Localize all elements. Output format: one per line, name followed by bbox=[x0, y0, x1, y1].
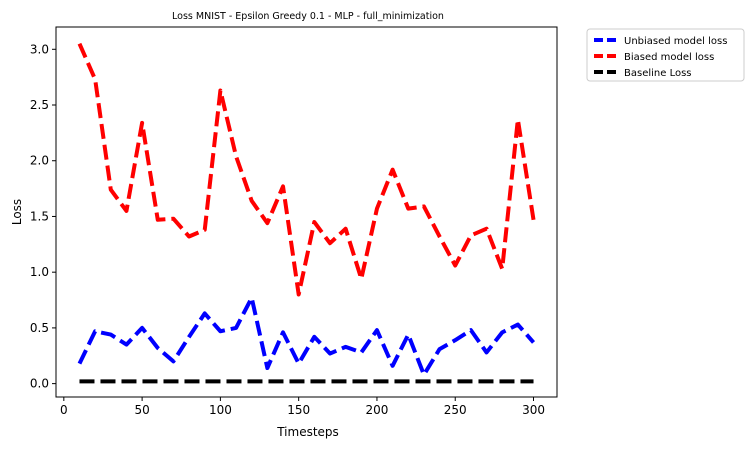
y-tick-label: 1.5 bbox=[30, 209, 49, 223]
legend-frame bbox=[586, 28, 745, 82]
plot-area bbox=[77, 42, 536, 384]
legend-label: Baseline Loss bbox=[624, 68, 692, 79]
y-tick-label: 2.0 bbox=[30, 154, 49, 168]
plot-frame bbox=[55, 26, 558, 398]
y-axis: 0.0 0.5 1.0 1.5 2.0 2.5 3.0 bbox=[30, 42, 56, 391]
legend: Unbiased model loss Biased model loss Base… bbox=[586, 28, 745, 82]
series-line-biased-model-loss bbox=[77, 42, 536, 297]
x-tick-label: 200 bbox=[366, 403, 389, 417]
y-tick-label: 1.0 bbox=[30, 265, 49, 279]
x-tick-label: 150 bbox=[287, 403, 310, 417]
x-axis: 0 50 100 150 200 250 300 bbox=[60, 397, 545, 417]
x-tick-label: 50 bbox=[134, 403, 149, 417]
y-axis-label: Loss bbox=[10, 199, 24, 225]
y-tick-label: 0.5 bbox=[30, 321, 49, 335]
x-tick-label: 100 bbox=[209, 403, 232, 417]
y-tick-label: 2.5 bbox=[30, 98, 49, 112]
y-tick-label: 0.0 bbox=[30, 377, 49, 391]
x-tick-label: 250 bbox=[444, 403, 467, 417]
y-tick-label: 3.0 bbox=[30, 42, 49, 56]
x-tick-label: 0 bbox=[60, 403, 68, 417]
legend-label: Unbiased model loss bbox=[624, 36, 727, 47]
series-line-unbiased-model-loss bbox=[77, 295, 536, 377]
chart-title: Loss MNIST - Epsilon Greedy 0.1 - MLP - … bbox=[172, 11, 444, 22]
x-axis-label: Timesteps bbox=[276, 425, 339, 439]
legend-label: Biased model loss bbox=[624, 52, 714, 63]
x-tick-label: 300 bbox=[522, 403, 545, 417]
